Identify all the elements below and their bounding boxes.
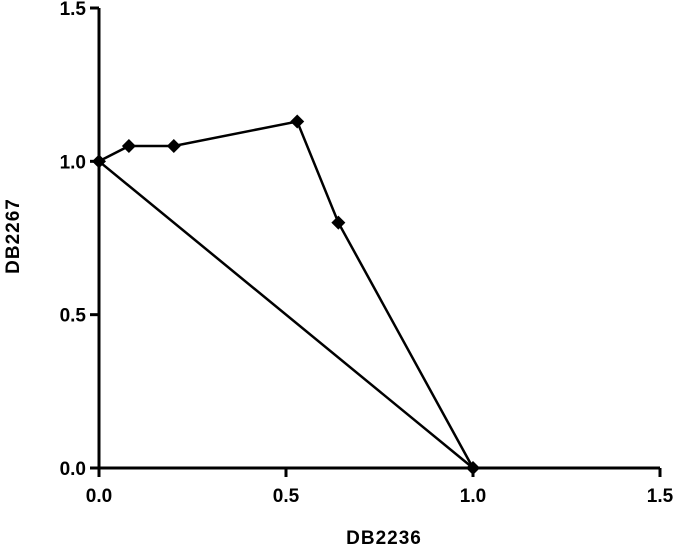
data-point-marker — [92, 154, 106, 169]
combination-curve-line — [98, 120, 475, 469]
additivity-line — [98, 160, 474, 469]
axes — [97, 8, 660, 470]
x-ticks: 0.0 0.5 1.0 1.5 — [86, 468, 674, 507]
y-ticks: 0.0 0.5 1.0 1.5 — [60, 0, 99, 480]
x-tick-label: 0.0 — [86, 486, 112, 507]
x-axis-title: DB2236 — [346, 528, 422, 547]
x-tick-label: 1.5 — [647, 486, 674, 507]
y-tick-label: 0.5 — [60, 306, 87, 327]
data-point-marker — [331, 215, 346, 230]
data-point-marker — [166, 139, 181, 153]
x-tick-label: 1.0 — [460, 486, 486, 507]
y-axis-title: DB2267 — [3, 198, 24, 274]
data-point-marker — [466, 461, 480, 475]
y-tick-label: 0.0 — [60, 459, 86, 480]
data-point-marker — [290, 114, 305, 129]
series-lines — [98, 120, 475, 469]
y-tick-label: 1.5 — [60, 0, 87, 20]
series-markers — [92, 114, 480, 475]
x-tick-label: 0.5 — [273, 486, 300, 507]
y-tick-label: 1.0 — [60, 152, 86, 173]
data-point-marker — [121, 139, 136, 153]
